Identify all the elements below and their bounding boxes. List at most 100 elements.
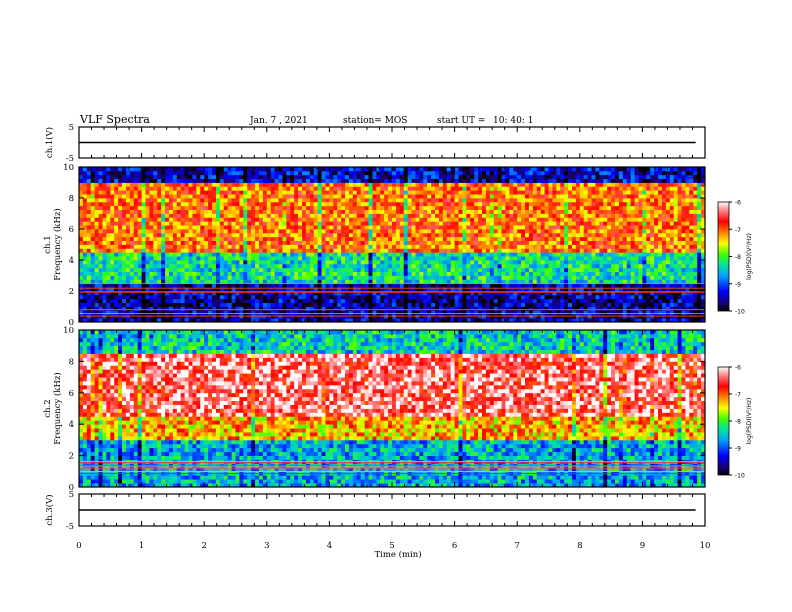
spectrogram-cell [314,233,318,237]
spectrogram-cell [435,295,439,299]
spectrogram-cell [478,221,482,225]
spectrogram-cell [376,175,380,179]
spectrogram-cell [224,310,228,314]
spectrogram-cell [384,186,388,190]
spectrogram-cell [126,248,130,252]
spectrogram-cell [294,241,298,245]
spectrogram-cell [345,210,349,214]
spectrogram-cell [259,260,263,264]
spectrogram-cell [267,214,271,218]
spectrogram-cell [263,295,267,299]
spectrogram-cell [470,241,474,245]
spectrogram-cell [118,279,122,283]
spectrogram-cell [161,241,165,245]
spectrogram-cell [251,206,255,210]
spectrogram-cell [462,279,466,283]
spectrogram-cell [419,179,423,183]
spectrogram-cell [392,190,396,194]
spectrogram-cell [220,303,224,307]
spectrogram-cell [142,287,146,291]
spectrogram-cell [482,268,486,272]
spectrogram-cell [298,206,302,210]
spectrogram-cell [95,167,99,171]
spectrogram-cell [361,264,365,268]
spectrogram-cell [369,183,373,187]
spectrogram-cell [87,268,91,272]
spectrogram-cell [502,225,506,229]
spectrogram-cell [99,229,103,233]
spectrogram-cell [505,260,509,264]
spectrogram-cell [365,299,369,303]
spectrogram-cell [259,190,263,194]
spectrogram-cell [365,303,369,307]
spectrogram-cell [134,198,138,202]
spectrogram-cell [310,310,314,314]
spectrogram-cell [161,202,165,206]
spectrogram-cell [505,287,509,291]
spectrogram-cell [165,186,169,190]
spectrogram-cell [509,303,513,307]
spectrogram-cell [341,279,345,283]
spectrogram-cell [482,287,486,291]
spectrogram-cell [181,202,185,206]
spectrogram-cell [232,225,236,229]
spectrogram-cell [192,171,196,175]
spectrogram-cell [419,171,423,175]
spectrogram-cell [525,202,529,206]
spectrogram-cell [384,299,388,303]
spectrogram-cell [216,210,220,214]
spectrogram-cell [83,175,87,179]
spectrogram-cell [294,167,298,171]
spectrogram-cell [286,252,290,256]
spectrogram-cell [423,225,427,229]
spectrogram-cell [427,206,431,210]
spectrogram-cell [470,194,474,198]
spectrogram-cell [102,295,106,299]
spectrogram-cell [220,175,224,179]
spectrogram-cell [290,276,294,280]
spectrogram-cell [427,295,431,299]
spectrogram-cell [91,221,95,225]
spectrogram-cell [271,295,275,299]
spectrogram-cell [396,202,400,206]
spectrogram-cell [138,194,142,198]
spectrogram-cell [142,194,146,198]
spectrogram-cell [247,295,251,299]
spectrogram-cell [545,279,549,283]
spectrogram-cell [204,210,208,214]
spectrogram-cell [474,295,478,299]
spectrogram-cell [290,241,294,245]
spectrogram-cell [259,279,263,283]
spectrogram-cell [384,245,388,249]
spectrogram-cell [310,210,314,214]
spectrogram-cell [529,221,533,225]
spectrogram-cell [228,268,232,272]
spectrogram-cell [153,276,157,280]
spectrogram-cell [482,179,486,183]
spectrogram-cell [220,225,224,229]
spectrogram-cell [271,217,275,221]
spectrogram-cell [99,276,103,280]
spectrogram-cell [212,171,216,175]
spectrogram-cell [423,272,427,276]
spectrogram-cell [329,303,333,307]
spectrogram-cell [95,217,99,221]
spectrogram-cell [306,268,310,272]
spectrogram-cell [341,179,345,183]
spectrogram-cell [443,299,447,303]
spectrogram-cell [349,260,353,264]
spectrogram-cell [310,241,314,245]
spectrogram-cell [243,256,247,260]
spectrogram-cell [142,299,146,303]
spectrogram-cell [189,279,193,283]
spectrogram-cell [126,198,130,202]
spectrogram-cell [232,233,236,237]
spectrogram-cell [200,260,204,264]
spectrogram-cell [549,198,553,202]
spectrogram-cell [177,183,181,187]
spectrogram-cell [298,264,302,268]
spectrogram-cell [134,190,138,194]
spectrogram-cell [380,175,384,179]
spectrogram-cell [106,183,110,187]
spectrogram-cell [216,310,220,314]
